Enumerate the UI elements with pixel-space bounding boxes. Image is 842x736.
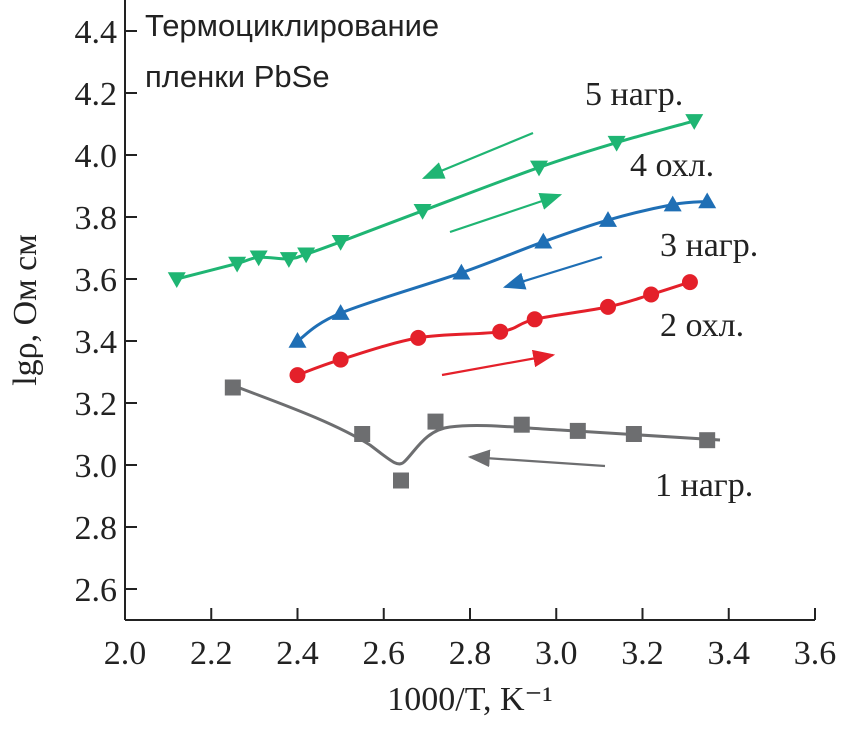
- chart-title: Термоциклирование: [145, 8, 439, 43]
- y-tick-label: 3.8: [75, 200, 118, 237]
- marker: [289, 367, 306, 384]
- marker: [526, 311, 543, 328]
- marker: [279, 252, 298, 268]
- y-axis-label: lgρ, Ом см: [7, 234, 44, 386]
- arrow: [502, 255, 603, 290]
- marker: [663, 195, 682, 212]
- marker: [427, 413, 444, 430]
- marker: [530, 160, 548, 177]
- marker: [534, 232, 553, 249]
- marker: [331, 235, 350, 251]
- marker: [297, 247, 316, 264]
- marker: [288, 332, 307, 348]
- x-tick-label: 3.2: [621, 635, 664, 672]
- y-tick-label: 3.4: [75, 324, 118, 361]
- marker: [698, 192, 717, 209]
- arrows: [421, 131, 606, 468]
- y-tick-label: 2.8: [75, 510, 118, 547]
- y-tick-label: 4.0: [75, 138, 118, 175]
- arrow: [467, 449, 606, 468]
- marker: [492, 323, 509, 340]
- annotation: 1 нагр.: [655, 467, 753, 504]
- x-tick-label: 3.6: [794, 635, 837, 672]
- arrow: [441, 349, 556, 377]
- annotation: 3 нагр.: [660, 227, 758, 264]
- x-tick-label: 2.6: [363, 635, 406, 672]
- y-tick-label: 3.6: [75, 262, 118, 299]
- marker: [699, 432, 716, 449]
- marker: [625, 426, 642, 442]
- marker: [513, 416, 530, 433]
- marker: [607, 135, 626, 152]
- marker: [600, 298, 616, 315]
- marker: [393, 472, 409, 489]
- marker: [413, 204, 432, 220]
- x-tick-label: 2.4: [276, 635, 319, 672]
- x-tick-label: 2.0: [104, 635, 147, 672]
- arrow: [421, 131, 534, 180]
- marker: [167, 272, 186, 288]
- marker: [224, 379, 241, 396]
- fit-curve: [231, 383, 721, 466]
- marker: [685, 114, 704, 130]
- marker: [332, 351, 349, 368]
- marker: [681, 274, 698, 291]
- y-tick-label: 4.4: [75, 14, 118, 51]
- marker: [410, 329, 427, 346]
- marker: [569, 422, 586, 439]
- marker: [643, 286, 660, 303]
- marker: [228, 256, 247, 273]
- y-tick-label: 4.2: [75, 76, 118, 113]
- marker: [249, 250, 268, 267]
- chart-title: пленки PbSe: [145, 59, 330, 94]
- annotation: 4 охл.: [630, 147, 714, 184]
- arrow: [449, 192, 563, 234]
- x-axis-label: 1000/T, K⁻¹: [387, 681, 552, 718]
- annotation: 2 охл.: [660, 307, 744, 344]
- x-tick-label: 3.4: [708, 635, 751, 672]
- annotation: 5 нагр.: [585, 76, 683, 113]
- x-tick-label: 2.8: [449, 635, 492, 672]
- marker: [331, 304, 350, 320]
- y-tick-label: 3.2: [75, 386, 118, 423]
- marker: [452, 263, 471, 280]
- marker: [354, 426, 371, 442]
- y-tick-label: 3.0: [75, 448, 118, 485]
- x-tick-label: 2.2: [190, 635, 233, 672]
- x-tick-label: 3.0: [535, 635, 578, 672]
- marker: [599, 211, 617, 227]
- series-line: [296, 200, 708, 343]
- y-tick-label: 2.6: [75, 572, 118, 609]
